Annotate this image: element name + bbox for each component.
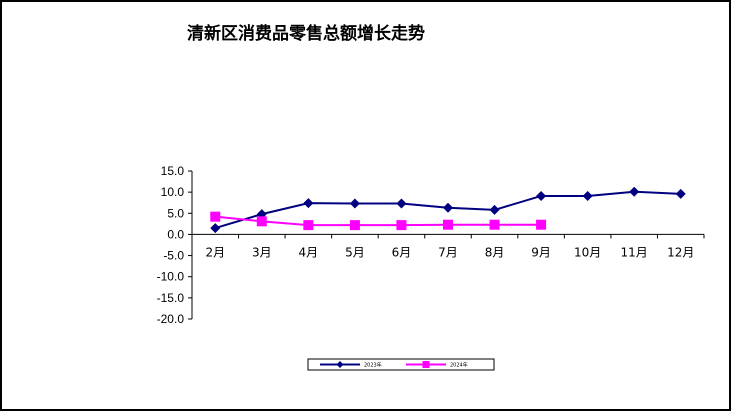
- data-point: [303, 220, 314, 231]
- data-point: [349, 198, 360, 209]
- legend-label: 2024年: [450, 362, 468, 369]
- x-tick-label: 10月: [574, 245, 601, 259]
- data-point: [582, 190, 593, 201]
- x-tick-label: 8月: [485, 245, 505, 259]
- x-tick-label: 3月: [252, 245, 272, 259]
- y-tick-label: -10.0: [157, 270, 185, 284]
- legend-marker: [422, 361, 430, 368]
- legend: 2023年 2024年: [307, 358, 495, 371]
- y-tick-label: 0.0: [167, 227, 184, 241]
- x-tick-label: 11月: [621, 245, 648, 259]
- data-point: [675, 188, 686, 199]
- legend-item: 2024年: [406, 361, 468, 369]
- x-tick-label: 6月: [392, 245, 412, 259]
- legend-marker: [336, 361, 344, 368]
- x-tick-label: 12月: [667, 245, 694, 259]
- series-layer: [210, 186, 686, 234]
- y-tick-label: -5.0: [163, 249, 184, 263]
- data-point: [210, 211, 221, 222]
- y-axis-tick-labels: 15.0 10.0 5.0 0.0 -5.0 -10.0 -15.0 -20.0: [157, 164, 185, 326]
- data-point: [489, 204, 500, 215]
- data-point: [443, 219, 453, 230]
- legend-box: [307, 358, 495, 371]
- y-tick-label: -20.0: [157, 312, 185, 326]
- x-tick-label: 5月: [345, 245, 365, 259]
- data-point: [256, 216, 267, 227]
- y-tick-label: -15.0: [157, 291, 185, 305]
- data-point: [536, 190, 547, 201]
- axes: [188, 170, 705, 320]
- series-2: [210, 211, 547, 231]
- x-tick-label: 7月: [438, 245, 458, 259]
- series-line: [215, 215, 542, 227]
- data-point: [629, 186, 640, 197]
- data-point: [303, 198, 314, 209]
- x-axis-tick-labels: 2月 3月 4月 5月 6月 7月 8月 9月 10月 11月 12月: [205, 245, 694, 259]
- x-tick-label: 2月: [205, 245, 225, 259]
- legend-item: 2023年: [320, 361, 382, 369]
- data-point: [536, 219, 547, 230]
- data-point: [210, 223, 221, 234]
- x-tick-label: 4月: [299, 245, 319, 259]
- y-tick-label: 5.0: [167, 206, 184, 220]
- data-point: [489, 219, 500, 230]
- x-tick-label: 9月: [531, 245, 551, 259]
- chart-title: 清新区消费品零售总额增长走势: [187, 23, 425, 44]
- data-point: [443, 202, 453, 213]
- data-point: [396, 220, 407, 231]
- data-point: [349, 220, 360, 231]
- data-point: [396, 198, 407, 209]
- y-tick-label: 15.0: [161, 164, 185, 178]
- legend-label: 2023年: [364, 362, 382, 369]
- y-tick-label: 10.0: [161, 185, 185, 199]
